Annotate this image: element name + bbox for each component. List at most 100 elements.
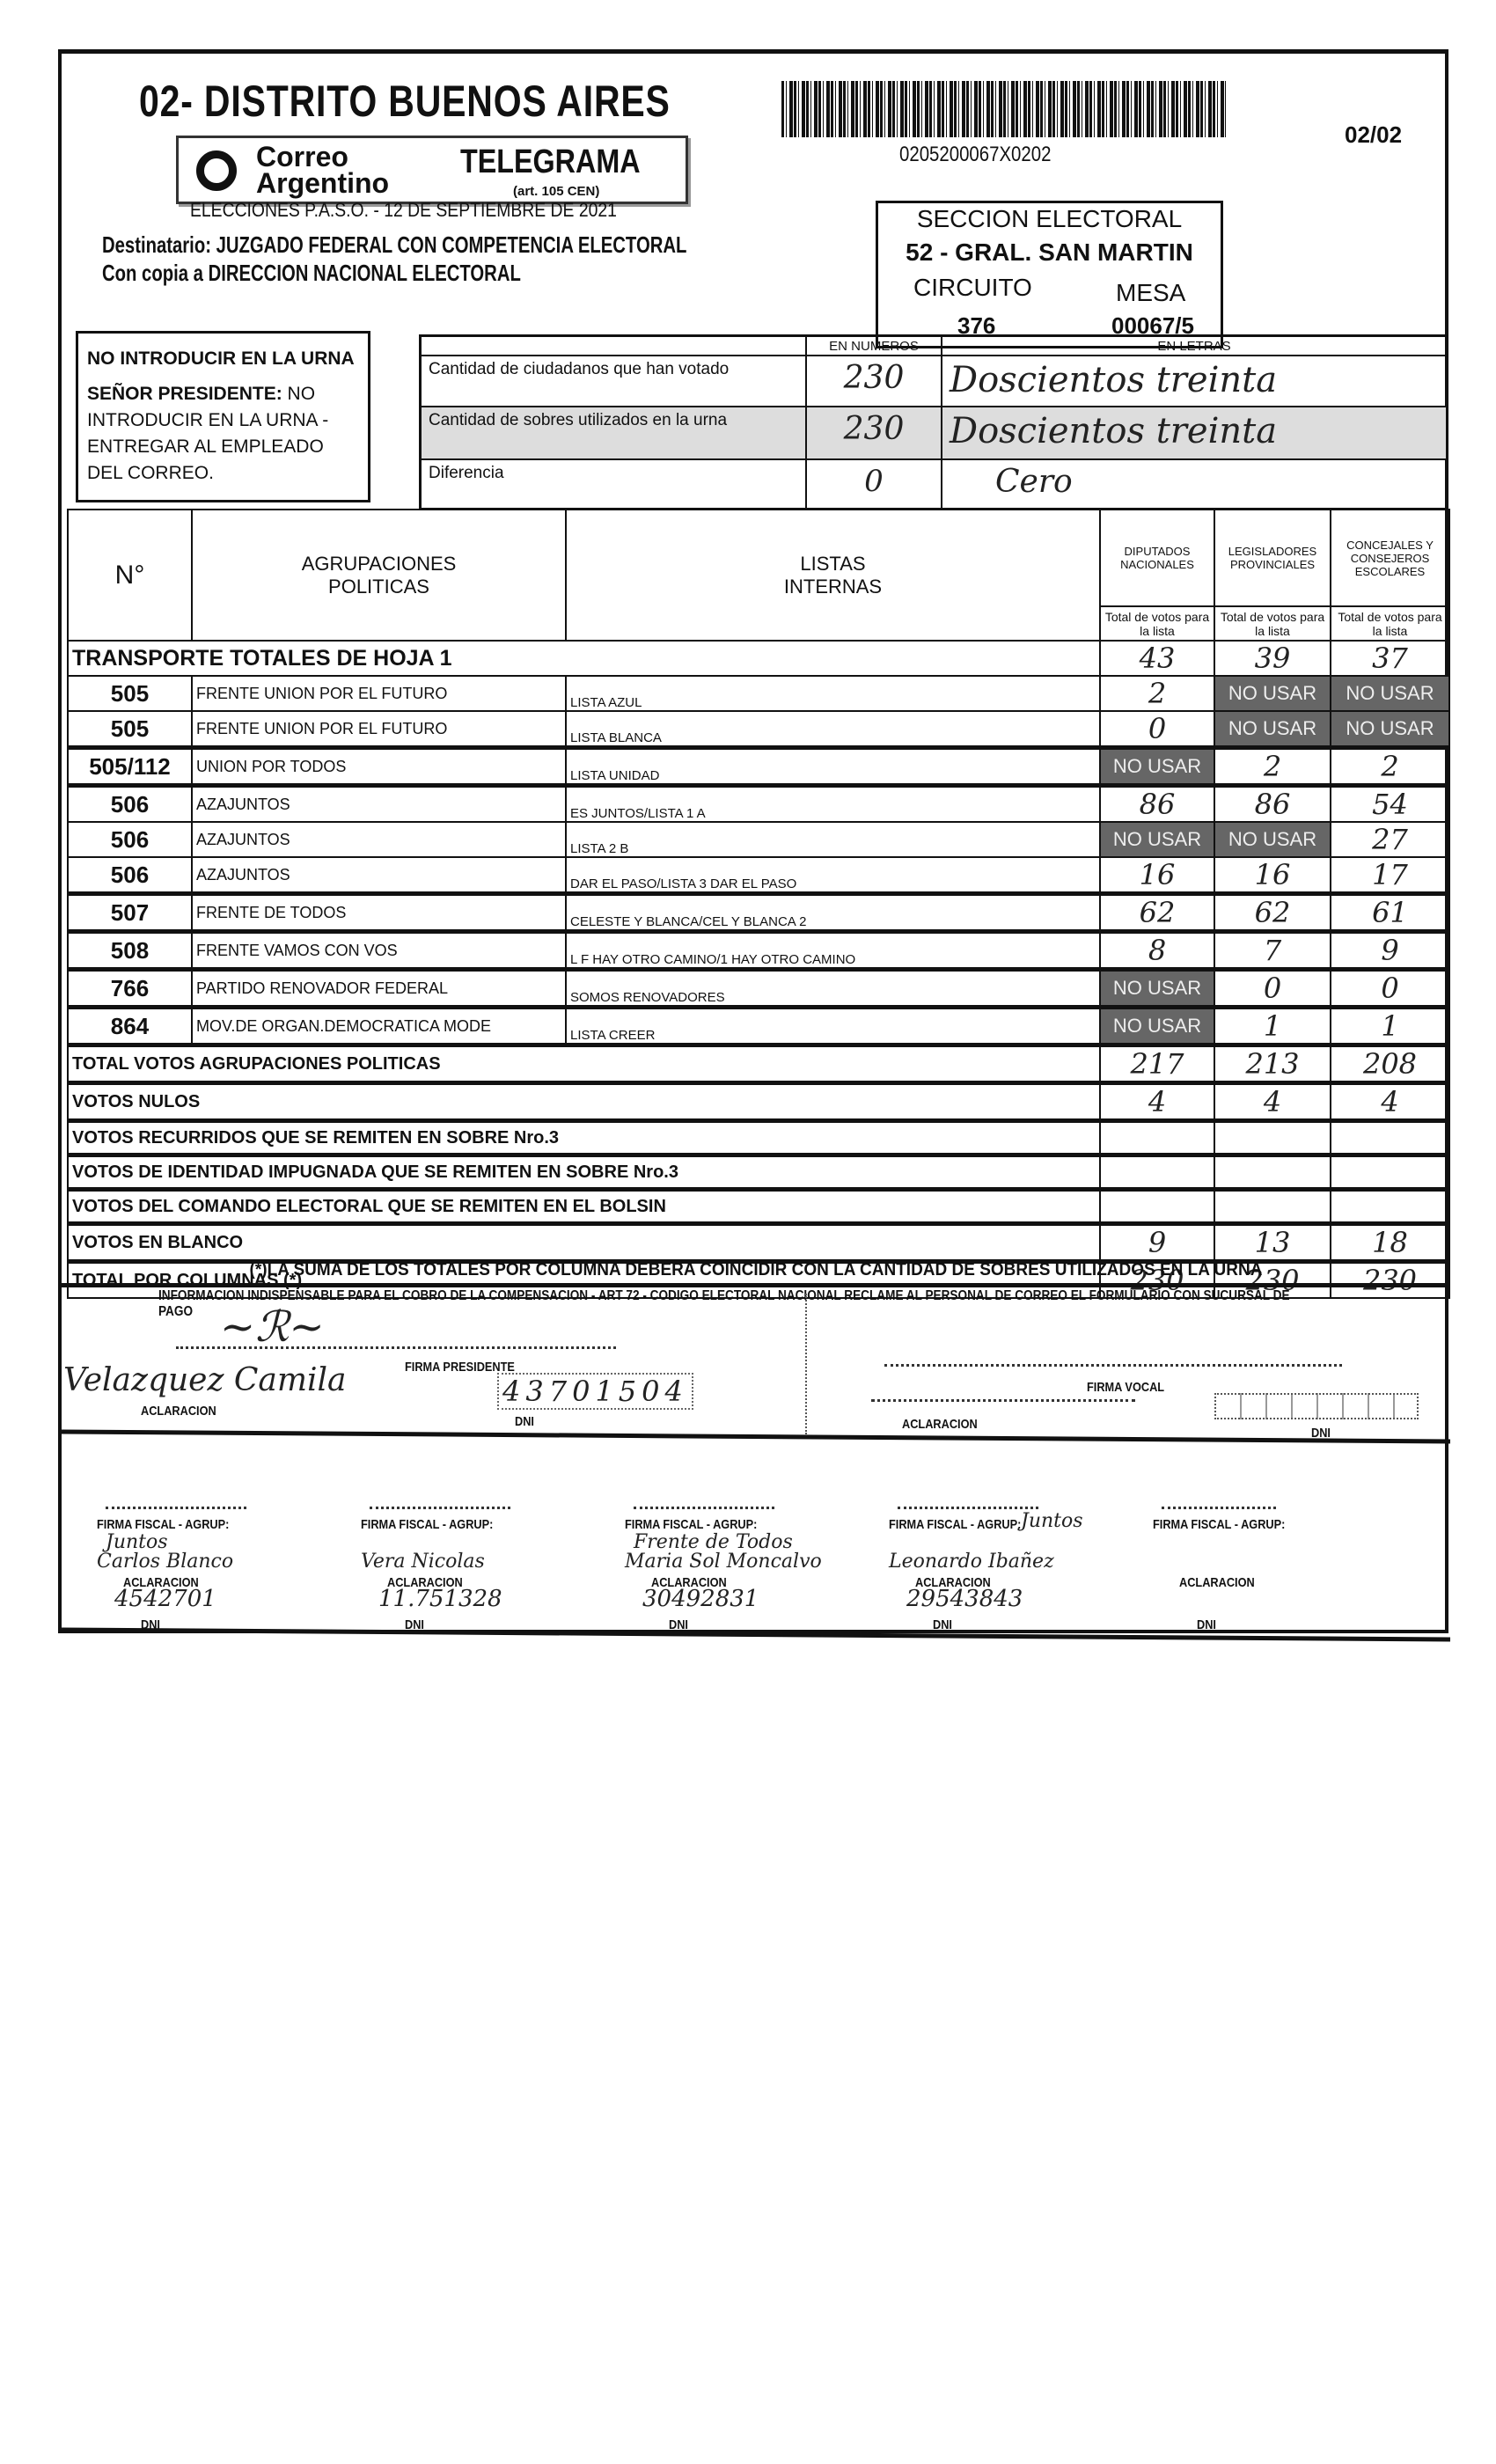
dip-total: 4 — [1099, 1081, 1215, 1122]
col-diputados: DIPUTADOS NACIONALES — [1099, 509, 1215, 607]
total-row: VOTOS DEL COMANDO ELECTORAL QUE SE REMIT… — [67, 1187, 1450, 1225]
conc-total: 208 — [1330, 1043, 1450, 1084]
fiscal-block: FIRMA FISCAL - AGRUP: ACLARACION DNI — [1153, 1452, 1399, 1632]
fiscal-signature-line — [898, 1507, 1038, 1509]
notice-title: NO INTRODUCIR EN LA URNA — [87, 348, 355, 369]
firma-fiscal-label: FIRMA FISCAL - AGRUP: — [889, 1517, 1022, 1532]
leg-votes: 1 — [1214, 1005, 1331, 1046]
total-row: VOTOS NULOS 4 4 4 — [67, 1081, 1450, 1122]
fiscal-dni: 4542701 — [114, 1586, 216, 1612]
barcode — [781, 81, 1226, 137]
list-name: CELESTE Y BLANCA/CEL Y BLANCA 2 — [565, 891, 1101, 933]
dip-votes: 2 — [1099, 675, 1215, 712]
transport-dip: 43 — [1099, 640, 1215, 677]
leg-total: 213 — [1214, 1043, 1331, 1084]
list-name: LISTA AZUL — [565, 675, 1101, 712]
vocal-signature-line — [884, 1364, 1342, 1367]
summary-number: 230 — [807, 356, 942, 407]
leg-votes: 0 — [1214, 967, 1331, 1008]
dip-votes: NO USAR — [1099, 967, 1215, 1008]
summary-label: Cantidad de ciudadanos que han votado — [422, 356, 807, 407]
fiscal-agrup: Juntos — [1021, 1510, 1083, 1532]
conc-total[interactable] — [1330, 1118, 1450, 1156]
party-number: 506 — [67, 783, 193, 823]
transport-row: TRANSPORTE TOTALES DE HOJA 1 43 39 37 — [67, 640, 1450, 677]
president-name: Velazquez Camila — [63, 1362, 347, 1398]
summary-number: 230 — [807, 407, 942, 460]
col-legisladores: LEGISLADORES PROVINCIALES — [1214, 509, 1331, 607]
leg-votes: NO USAR — [1214, 821, 1331, 858]
aclaracion-label: ACLARACION — [123, 1575, 199, 1590]
conc-total[interactable] — [1330, 1187, 1450, 1225]
total-label: VOTOS EN BLANCO — [67, 1221, 1101, 1263]
president-signature: ~ℛ~ — [220, 1302, 325, 1352]
party-row: 506 AZAJUNTOS DAR EL PASO/LISTA 3 DAR EL… — [67, 856, 1450, 895]
notice-box: NO INTRODUCIR EN LA URNA SEÑOR PRESIDENT… — [76, 331, 370, 502]
summary-label: Cantidad de sobres utilizados en la urna — [422, 407, 807, 460]
president-signature-line — [176, 1346, 616, 1349]
dip-votes: NO USAR — [1099, 1005, 1215, 1046]
fiscal-name: Carlos Blanco — [97, 1551, 234, 1573]
leg-total[interactable] — [1214, 1118, 1331, 1156]
conc-votes: 9 — [1330, 929, 1450, 971]
footnote: (*)LA SUMA DE LOS TOTALES POR COLUMNA DE… — [249, 1260, 1263, 1280]
party-name: AZAJUNTOS — [191, 783, 567, 823]
total-row: VOTOS DE IDENTIDAD IMPUGNADA QUE SE REMI… — [67, 1153, 1450, 1191]
section-label: SECCION ELECTORAL — [916, 205, 1183, 232]
fiscal-signature-line — [106, 1507, 246, 1509]
compensation-info: INFORMACION INDISPENSABLE PARA EL COBRO … — [158, 1288, 1290, 1319]
summary-letters: Doscientos treinta — [942, 407, 1446, 460]
fiscal-signature-line — [634, 1507, 774, 1509]
leg-votes: 86 — [1214, 783, 1331, 823]
vocal-dni-boxes[interactable] — [1214, 1393, 1419, 1419]
dip-votes: 62 — [1099, 891, 1215, 933]
party-number: 508 — [67, 929, 193, 971]
party-name: FRENTE DE TODOS — [191, 891, 567, 933]
fiscal-agrup: Juntos — [106, 1531, 168, 1553]
conc-votes: 54 — [1330, 783, 1450, 823]
list-name: DAR EL PASO/LISTA 3 DAR EL PASO — [565, 856, 1101, 895]
firma-presidente-label: FIRMA PRESIDENTE — [405, 1360, 515, 1375]
party-number: 506 — [67, 821, 193, 858]
col-letters: EN LETRAS — [942, 337, 1446, 356]
dip-votes: NO USAR — [1099, 821, 1215, 858]
dni-label: DNI — [933, 1617, 952, 1632]
summary-table: EN NUMEROS EN LETRAS Cantidad de ciudada… — [419, 334, 1448, 510]
dni-label: DNI — [405, 1617, 424, 1632]
fiscal-block: FIRMA FISCAL - AGRUP: Juntos Carlos Blan… — [97, 1452, 343, 1632]
summary-letters: Doscientos treinta — [942, 356, 1446, 407]
leg-total[interactable] — [1214, 1153, 1331, 1191]
leg-total[interactable] — [1214, 1187, 1331, 1225]
party-number: 505 — [67, 675, 193, 712]
total-label: VOTOS DE IDENTIDAD IMPUGNADA QUE SE REMI… — [67, 1153, 1101, 1191]
total-row: VOTOS EN BLANCO 9 13 18 — [67, 1221, 1450, 1263]
election-line: ELECCIONES P.A.S.O. - 12 DE SEPTIEMBRE D… — [190, 199, 617, 221]
party-row: 507 FRENTE DE TODOS CELESTE Y BLANCA/CEL… — [67, 891, 1450, 933]
aclaracion-label: ACLARACION — [141, 1404, 216, 1419]
summary-letters: Cero — [995, 464, 1073, 500]
party-number: 766 — [67, 967, 193, 1008]
aclaracion-label: ACLARACION — [902, 1417, 978, 1432]
summary-number: 0 — [807, 460, 942, 508]
divider — [805, 1294, 807, 1434]
dip-total[interactable] — [1099, 1187, 1215, 1225]
aclaracion-label: ACLARACION — [1179, 1575, 1255, 1590]
total-label: VOTOS DEL COMANDO ELECTORAL QUE SE REMIT… — [67, 1187, 1101, 1225]
party-name: FRENTE UNION POR EL FUTURO — [191, 675, 567, 712]
total-label: VOTOS NULOS — [67, 1081, 1101, 1122]
divider — [62, 1283, 1450, 1287]
notice-body: SEÑOR PRESIDENTE: NO INTRODUCIR EN LA UR… — [87, 384, 329, 483]
conc-votes: NO USAR — [1330, 710, 1450, 749]
dip-total[interactable] — [1099, 1153, 1215, 1191]
conc-total[interactable] — [1330, 1153, 1450, 1191]
telegram-label: TELEGRAMA — [460, 143, 641, 180]
total-label: TOTAL VOTOS AGRUPACIONES POLITICAS — [67, 1043, 1101, 1084]
fiscal-block: FIRMA FISCAL - AGRUP: Juntos Leonardo Ib… — [889, 1452, 1135, 1632]
dip-total[interactable] — [1099, 1118, 1215, 1156]
logo-text: Correo Argentino — [256, 141, 390, 199]
fiscal-dni: 11.751328 — [378, 1586, 502, 1612]
dip-total: 217 — [1099, 1043, 1215, 1084]
party-row: 506 AZAJUNTOS LISTA 2 B NO USAR NO USAR 27 — [67, 821, 1450, 858]
col-concejales: CONCEJALES Y CONSEJEROS ESCOLARES — [1330, 509, 1450, 607]
section-box: SECCION ELECTORAL 52 - GRAL. SAN MARTIN … — [876, 201, 1223, 348]
